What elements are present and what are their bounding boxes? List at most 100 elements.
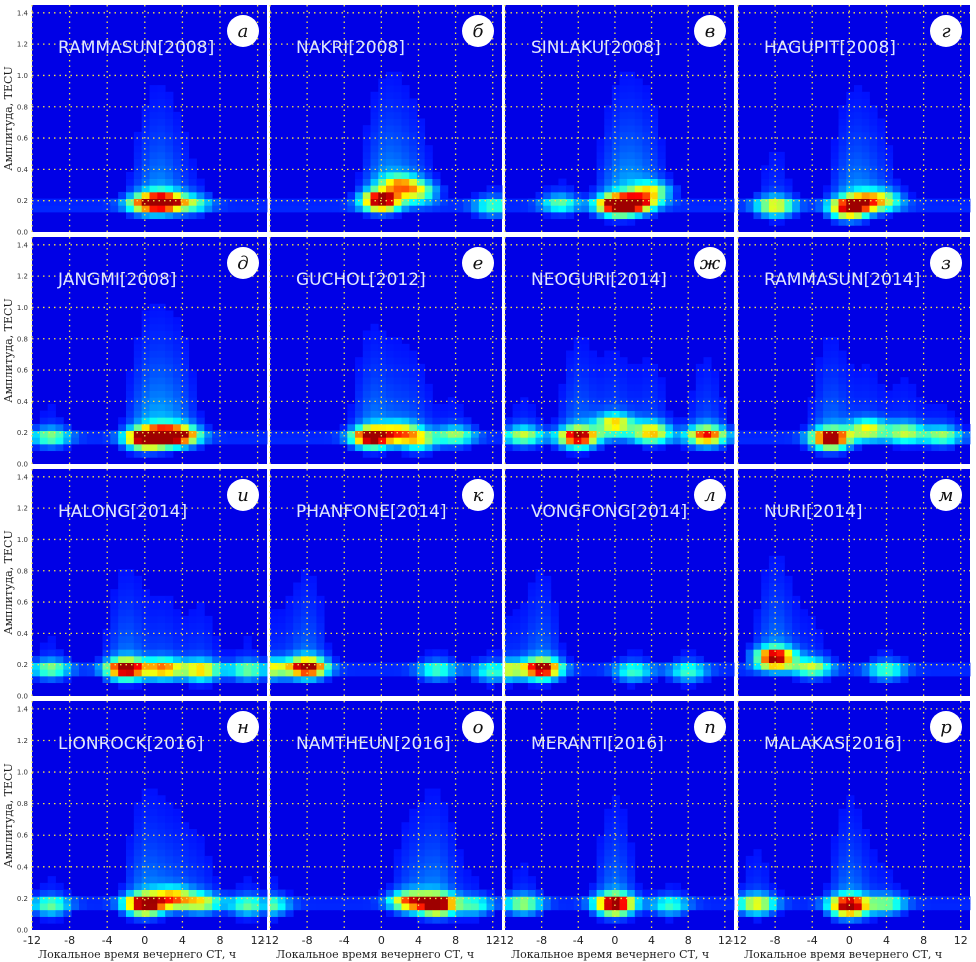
- heatmap-cell: [157, 131, 166, 139]
- heatmap-cell: [409, 842, 418, 850]
- heatmap-cell: [939, 662, 948, 670]
- heatmap-cell: [243, 916, 252, 924]
- heatmap-cell: [393, 662, 402, 670]
- heatmap-cell: [846, 178, 855, 186]
- heatmap-cell: [386, 138, 395, 146]
- y-tick-label: 1.2: [17, 737, 28, 745]
- heatmap-cell: [550, 602, 559, 610]
- heatmap-cell: [596, 383, 605, 391]
- heatmap-cell: [32, 903, 41, 911]
- heatmap-cell: [838, 430, 847, 438]
- heatmap-cell: [270, 609, 279, 617]
- heatmap-cell: [505, 896, 514, 904]
- heatmap-cell: [165, 642, 174, 650]
- heatmap-cell: [165, 171, 174, 179]
- heatmap-cell: [149, 595, 158, 603]
- heatmap-cell: [753, 882, 762, 890]
- heatmap-cell: [157, 615, 166, 623]
- heatmap-cell: [188, 896, 197, 904]
- heatmap-cell: [149, 171, 158, 179]
- heatmap-cell: [792, 211, 801, 220]
- heatmap-cell: [149, 118, 158, 126]
- heatmap-cell: [884, 145, 894, 153]
- heatmap-cell: [212, 205, 221, 213]
- heatmap-cell: [611, 896, 620, 904]
- heatmap-cell: [393, 669, 402, 677]
- heatmap-cell: [535, 609, 544, 617]
- heatmap-cell: [235, 675, 244, 684]
- heatmap-cell: [627, 198, 636, 206]
- heatmap-cell: [581, 896, 590, 904]
- heatmap-cell: [776, 582, 785, 590]
- heatmap-cell: [180, 363, 190, 371]
- heatmap-cell: [285, 635, 294, 643]
- heatmap-cell: [324, 903, 333, 911]
- heatmap-cell: [892, 410, 901, 418]
- heatmap-cell: [672, 437, 681, 445]
- heatmap-cell: [447, 855, 456, 864]
- heatmap-cell: [165, 131, 174, 139]
- heatmap-cell: [393, 390, 402, 398]
- heatmap-cell: [558, 178, 567, 186]
- heatmap-cell: [745, 649, 754, 657]
- heatmap-cell: [79, 430, 88, 438]
- x-tick-label: -8: [770, 934, 781, 947]
- heatmap-cell: [259, 889, 268, 897]
- heatmap-cell: [212, 198, 221, 206]
- heatmap-cell: [293, 662, 302, 670]
- heatmap-cell: [823, 417, 832, 425]
- heatmap-cell: [869, 662, 878, 670]
- heatmap-cell: [180, 443, 190, 452]
- heatmap-cell: [627, 437, 636, 445]
- heatmap-cell: [126, 198, 135, 206]
- heatmap-cell: [149, 662, 158, 670]
- panel-letter: е: [473, 253, 484, 274]
- heatmap-cell: [157, 842, 166, 850]
- heatmap-cell: [149, 615, 158, 623]
- heatmap-cell: [401, 423, 410, 432]
- heatmap-cell: [133, 370, 143, 378]
- heatmap-cell: [846, 151, 855, 159]
- heatmap-cell: [133, 802, 143, 810]
- heatmap-cell: [753, 629, 762, 637]
- heatmap-cell: [877, 131, 886, 139]
- heatmap-cell: [401, 417, 410, 425]
- heatmap-cell: [753, 889, 762, 897]
- heatmap-cell: [815, 662, 824, 670]
- heatmap-cell: [188, 622, 197, 630]
- heatmap-cell: [409, 808, 418, 816]
- heatmap-cell: [543, 635, 552, 643]
- heatmap-cell: [331, 903, 340, 911]
- heatmap-cell: [220, 662, 229, 670]
- heatmap-cell: [761, 635, 770, 643]
- heatmap-cell: [581, 350, 590, 358]
- heatmap-cell: [695, 198, 704, 206]
- heatmap-cell: [672, 191, 681, 200]
- heatmap-cell: [55, 437, 64, 445]
- heatmap-cell: [611, 145, 620, 153]
- heatmap-cell: [823, 423, 832, 432]
- heatmap-cell: [251, 437, 260, 445]
- heatmap-cell: [846, 662, 855, 670]
- heatmap-cell: [355, 662, 364, 670]
- heatmap-cell: [165, 118, 174, 126]
- heatmap-cell: [149, 383, 158, 391]
- heatmap-cell: [962, 662, 971, 670]
- heatmap-cell: [165, 882, 174, 890]
- heatmap-cell: [173, 205, 182, 213]
- heatmap-cell: [316, 903, 325, 911]
- heatmap-cell: [846, 889, 855, 897]
- heatmap-cell: [293, 629, 302, 637]
- heatmap-cell: [611, 350, 620, 358]
- heatmap-cell: [173, 437, 182, 445]
- heatmap-cell: [180, 343, 190, 351]
- heatmap-cell: [308, 662, 317, 670]
- heatmap-cell: [877, 410, 886, 418]
- heatmap-cell: [619, 151, 628, 159]
- heatmap-cell: [846, 125, 855, 133]
- heatmap-cell: [440, 410, 449, 418]
- heatmap-cell: [527, 443, 536, 452]
- heatmap-cell: [259, 669, 268, 677]
- heatmap-cell: [946, 410, 955, 418]
